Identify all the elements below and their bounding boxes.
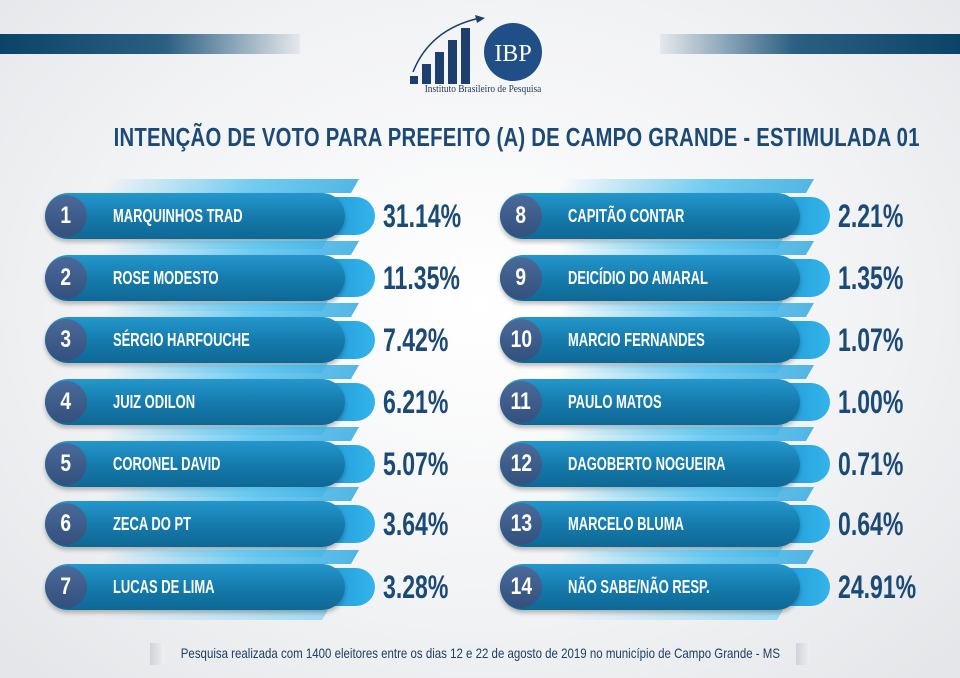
candidate-pill bbox=[45, 564, 345, 610]
decorative-streak bbox=[555, 303, 815, 317]
candidate-name: CORONEL DAVID bbox=[113, 454, 221, 474]
decorative-streak bbox=[100, 487, 360, 501]
candidate-percent: 2.21% bbox=[838, 198, 904, 234]
decorative-streak bbox=[555, 550, 815, 564]
footer-band-right bbox=[796, 643, 810, 665]
candidate-name: MARCIO FERNANDES bbox=[568, 330, 705, 350]
decorative-streak bbox=[555, 365, 815, 379]
footer-note: Pesquisa realizada com 1400 eleitores en… bbox=[180, 645, 780, 661]
decorative-streak bbox=[555, 427, 815, 441]
candidate-row: 1 MARQUINHOS TRAD 31.14% bbox=[45, 179, 485, 249]
logo-acronym: IBP bbox=[494, 41, 531, 67]
candidate-percent: 7.42% bbox=[383, 322, 449, 358]
candidate-pill bbox=[45, 379, 345, 425]
rank-badge: 12 bbox=[500, 443, 542, 485]
candidate-row: 8 CAPITÃO CONTAR 2.21% bbox=[500, 179, 940, 249]
candidate-name: DAGOBERTO NOGUEIRA bbox=[568, 454, 726, 474]
decorative-streak bbox=[555, 241, 815, 255]
rank-badge: 9 bbox=[500, 257, 542, 299]
candidate-pill bbox=[500, 317, 800, 363]
candidate-percent: 3.28% bbox=[383, 569, 449, 605]
candidate-name: CAPITÃO CONTAR bbox=[568, 206, 685, 226]
decorative-streak bbox=[102, 610, 328, 620]
page-title: INTENÇÃO DE VOTO PARA PREFEITO (A) DE CA… bbox=[113, 122, 920, 152]
candidate-percent: 1.00% bbox=[838, 384, 904, 420]
decorative-streak bbox=[100, 427, 360, 441]
candidate-row: 14 NÃO SABE/NÃO RESP. 24.91% bbox=[500, 550, 940, 620]
candidate-row: 6 ZECA DO PT 3.64% bbox=[45, 487, 485, 557]
candidate-row: 5 CORONEL DAVID 5.07% bbox=[45, 427, 485, 497]
candidate-name: NÃO SABE/NÃO RESP. bbox=[568, 577, 710, 597]
header-band-right bbox=[660, 34, 960, 54]
candidate-pill bbox=[500, 564, 800, 610]
candidate-pill bbox=[45, 317, 345, 363]
candidate-row: 10 MARCIO FERNANDES 1.07% bbox=[500, 303, 940, 373]
decorative-streak bbox=[100, 241, 360, 255]
rank-badge: 6 bbox=[45, 503, 87, 545]
rank-badge: 4 bbox=[45, 381, 87, 423]
candidate-percent: 11.35% bbox=[383, 260, 460, 296]
rank-badge: 10 bbox=[500, 319, 542, 361]
rank-badge: 3 bbox=[45, 319, 87, 361]
candidate-row: 13 MARCELO BLUMA 0.64% bbox=[500, 487, 940, 557]
candidate-pill bbox=[500, 441, 800, 487]
candidate-row: 7 LUCAS DE LIMA 3.28% bbox=[45, 550, 485, 620]
candidate-percent: 5.07% bbox=[383, 446, 449, 482]
decorative-streak bbox=[555, 487, 815, 501]
candidate-name: ROSE MODESTO bbox=[113, 268, 219, 288]
candidate-row: 12 DAGOBERTO NOGUEIRA 0.71% bbox=[500, 427, 940, 497]
candidate-pill bbox=[500, 255, 800, 301]
candidate-pill bbox=[45, 441, 345, 487]
candidate-percent: 0.64% bbox=[838, 506, 904, 542]
candidate-percent: 1.07% bbox=[838, 322, 904, 358]
decorative-streak bbox=[100, 303, 360, 317]
candidate-name: MARCELO BLUMA bbox=[568, 514, 684, 534]
rank-badge: 2 bbox=[45, 257, 87, 299]
candidate-percent: 24.91% bbox=[838, 569, 917, 605]
decorative-streak bbox=[100, 365, 360, 379]
candidate-row: 11 PAULO MATOS 1.00% bbox=[500, 365, 940, 435]
rank-badge: 1 bbox=[45, 195, 87, 237]
footer-band-left bbox=[150, 643, 164, 665]
decorative-streak bbox=[557, 610, 783, 620]
ibp-logo: IBP bbox=[410, 15, 542, 84]
candidate-percent: 3.64% bbox=[383, 506, 449, 542]
candidate-percent: 1.35% bbox=[838, 260, 904, 296]
candidate-name: DEICÍDIO DO AMARAL bbox=[568, 268, 708, 288]
candidate-pill bbox=[45, 501, 345, 547]
candidate-name: MARQUINHOS TRAD bbox=[113, 206, 243, 226]
rank-badge: 11 bbox=[500, 381, 542, 423]
logo-subtitle: Instituto Brasileiro de Pesquisa bbox=[424, 83, 542, 95]
candidate-name: SÉRGIO HARFOUCHE bbox=[113, 330, 250, 350]
candidate-name: JUIZ ODILON bbox=[113, 392, 196, 412]
candidate-pill bbox=[45, 255, 345, 301]
decorative-streak bbox=[100, 550, 360, 564]
header-band-left bbox=[0, 34, 300, 54]
candidate-pill bbox=[500, 501, 800, 547]
candidate-row: 3 SÉRGIO HARFOUCHE 7.42% bbox=[45, 303, 485, 373]
candidate-pill bbox=[45, 193, 345, 239]
candidate-row: 9 DEICÍDIO DO AMARAL 1.35% bbox=[500, 241, 940, 311]
candidate-name: LUCAS DE LIMA bbox=[113, 577, 215, 597]
candidate-name: ZECA DO PT bbox=[113, 514, 192, 534]
rank-badge: 14 bbox=[500, 566, 542, 608]
rank-badge: 5 bbox=[45, 443, 87, 485]
candidate-percent: 6.21% bbox=[383, 384, 449, 420]
candidate-row: 4 JUIZ ODILON 6.21% bbox=[45, 365, 485, 435]
decorative-streak bbox=[555, 179, 815, 193]
candidate-row: 2 ROSE MODESTO 11.35% bbox=[45, 241, 485, 311]
candidate-percent: 0.71% bbox=[838, 446, 904, 482]
rank-badge: 13 bbox=[500, 503, 542, 545]
candidate-pill bbox=[500, 379, 800, 425]
decorative-streak bbox=[100, 179, 360, 193]
rank-badge: 8 bbox=[500, 195, 542, 237]
candidate-percent: 31.14% bbox=[383, 198, 462, 234]
candidate-pill bbox=[500, 193, 800, 239]
rank-badge: 7 bbox=[45, 566, 87, 608]
candidate-name: PAULO MATOS bbox=[568, 392, 662, 412]
